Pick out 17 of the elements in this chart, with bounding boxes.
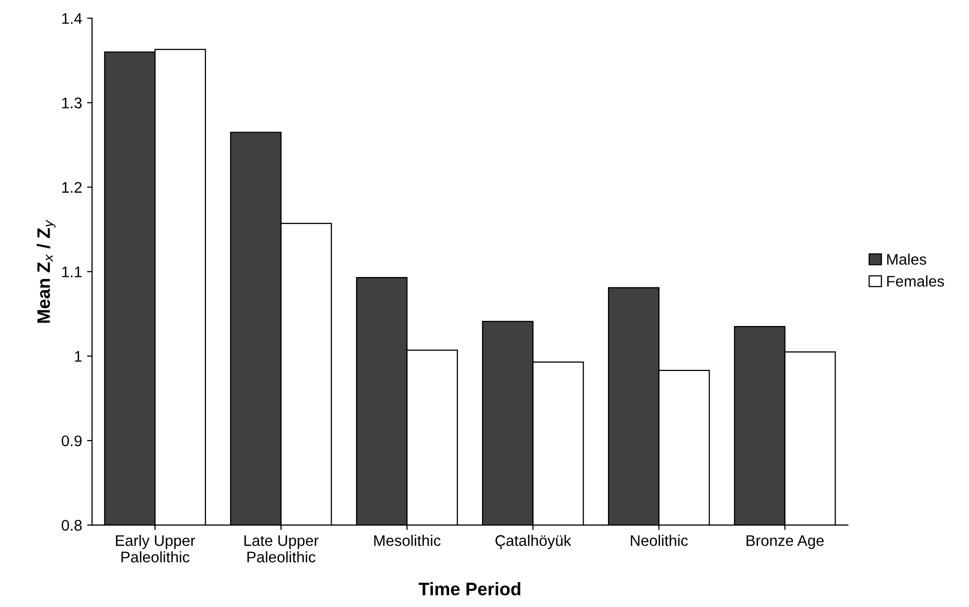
x-tick-label: Mesolithic xyxy=(374,534,441,546)
y-tick-label: 0.8 xyxy=(62,520,82,531)
legend-label: Females xyxy=(887,275,944,287)
y-tick-label: 1 xyxy=(75,351,82,362)
x-tick-label: Bronze Age xyxy=(746,535,824,550)
y-tick-label: 1.2 xyxy=(62,182,82,193)
y-tick-label: 0.9 xyxy=(62,435,82,446)
x-tick-label: Early Upper Paleolithic xyxy=(116,534,196,562)
y-tick-label: 1.4 xyxy=(62,13,82,24)
x-tick-label: Late Upper Paleolithic xyxy=(244,535,319,562)
y-axis-title: Mean Z$_{x}$ / Z$_{y}$ xyxy=(36,220,56,323)
x-tick-label: Çatalhöyük xyxy=(496,534,572,550)
x-tick-label: Neolithic xyxy=(630,534,688,546)
legend-label: Males xyxy=(887,254,926,265)
y-tick-label: 1.3 xyxy=(62,98,82,108)
x-axis-title: Time Period xyxy=(418,582,520,596)
y-tick-label: 1.1 xyxy=(62,266,82,278)
